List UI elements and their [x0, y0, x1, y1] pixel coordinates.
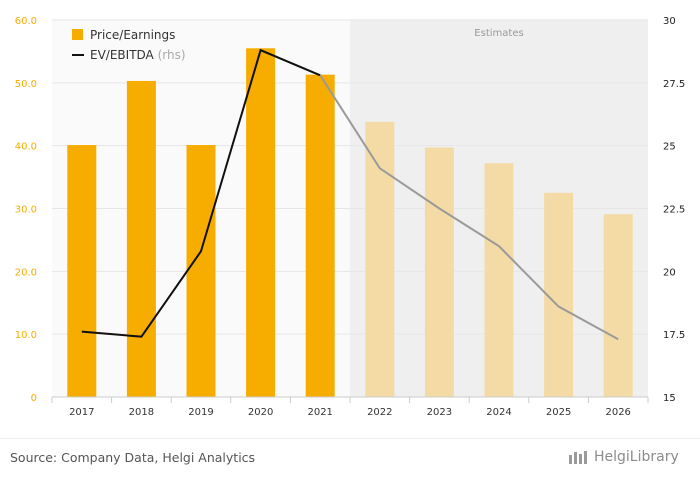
left-tick-label: 10.0 — [15, 330, 37, 341]
line-estimate — [319, 74, 619, 341]
left-tick-label: 0 — [31, 393, 37, 404]
x-tick-label: 2023 — [427, 407, 452, 418]
axes: 2017 2018 2019 2020 2021 2022 2023 2024 2025 2026… — [15, 16, 686, 418]
legend-label-ev-suffix: (rhs) — [158, 48, 186, 62]
x-tick-label: 2020 — [248, 407, 273, 418]
bar-2024 — [484, 163, 514, 397]
bar-2017 — [67, 145, 97, 397]
x-tick-label: 2024 — [486, 407, 511, 418]
x-tick-label: 2019 — [188, 407, 213, 418]
right-tick-label: 20 — [663, 267, 676, 278]
bar-2022 — [365, 121, 395, 397]
right-tick-label: 17.5 — [663, 330, 685, 341]
left-tick-label: 50.0 — [15, 79, 37, 90]
left-tick-label: 30.0 — [15, 205, 37, 216]
helgi-logo: HelgiLibrary — [568, 449, 679, 465]
left-tick-label: 60.0 — [15, 16, 37, 27]
bar-2020 — [246, 48, 276, 398]
right-tick-label: 30 — [663, 16, 676, 27]
right-tick-label: 25 — [663, 142, 676, 153]
x-tick-label: 2018 — [129, 407, 154, 418]
right-tick-label: 27.5 — [663, 79, 685, 90]
bar-2025 — [544, 192, 574, 397]
bar-2023 — [424, 147, 454, 397]
library-icon — [569, 451, 587, 464]
x-tick-label: 2025 — [546, 407, 571, 418]
right-tick-label: 15 — [663, 393, 676, 404]
chart: Estimates 2017 2018 2019 2020 2021 2022 2023 20… — [15, 16, 686, 418]
footer-divider — [0, 438, 700, 439]
x-tick-label: 2021 — [307, 407, 332, 418]
bar-2019 — [186, 145, 216, 397]
left-tick-label: 20.0 — [15, 267, 37, 278]
bars — [67, 48, 633, 398]
estimates-label: Estimates — [474, 28, 523, 39]
legend: Price/Earnings EV/EBITDA (rhs) — [72, 28, 186, 62]
legend-swatch-pe — [72, 29, 83, 40]
line-actual — [81, 48, 321, 338]
bar-2018 — [126, 80, 156, 397]
right-tick-label: 22.5 — [663, 205, 685, 216]
ev-ebitda-line — [81, 48, 619, 341]
logo-text: HelgiLibrary — [594, 449, 679, 465]
bar-2026 — [603, 214, 633, 397]
legend-label-pe: Price/Earnings — [90, 28, 175, 42]
source-note: Source: Company Data, Helgi Analytics — [10, 450, 256, 465]
x-tick-label: 2022 — [367, 407, 392, 418]
legend-label-ev: EV/EBITDA (rhs) — [90, 48, 186, 62]
bar-2021 — [305, 74, 335, 397]
x-tick-label: 2026 — [605, 407, 630, 418]
x-tick-label: 2017 — [69, 407, 94, 418]
left-tick-label: 40.0 — [15, 142, 37, 153]
legend-label-ev-name: EV/EBITDA — [90, 48, 155, 62]
